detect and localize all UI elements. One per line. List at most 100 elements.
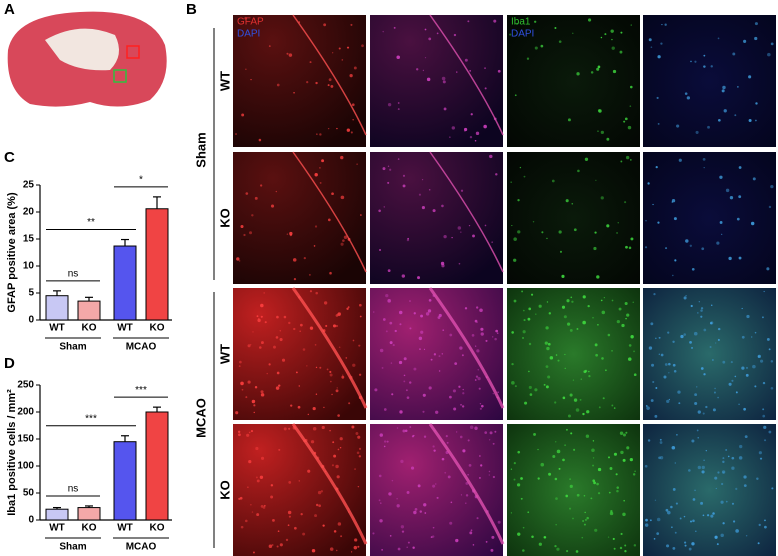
x-tick-label: KO [82, 323, 97, 334]
cell-signal [605, 369, 607, 372]
cell-signal [243, 233, 246, 237]
cell-signal [258, 138, 262, 142]
cell-signal [572, 379, 575, 381]
cell-signal [428, 188, 431, 191]
cell-signal [520, 477, 523, 480]
cell-signal [413, 367, 417, 371]
channel-label: GFAP [237, 17, 264, 28]
cell-signal [741, 335, 745, 339]
cell-signal [311, 548, 316, 553]
cell-signal [528, 385, 532, 389]
bar [77, 300, 101, 321]
cell-signal [392, 343, 395, 347]
bar [77, 507, 101, 521]
cell-signal [741, 366, 745, 370]
cell-signal [595, 353, 598, 357]
cell-signal [406, 238, 410, 242]
cell-signal [476, 321, 478, 323]
cell-signal [700, 315, 703, 318]
cell-signal [419, 348, 421, 351]
cell-signal [527, 317, 531, 321]
cell-signal [340, 242, 344, 246]
cell-signal [646, 406, 650, 410]
cell-signal [474, 426, 478, 430]
cell-signal [531, 293, 534, 296]
cell-signal [584, 157, 589, 161]
cell-signal [394, 329, 397, 333]
cell-signal [383, 445, 386, 448]
cell-signal [492, 475, 496, 479]
cell-signal [264, 321, 267, 324]
cell-signal [731, 379, 734, 382]
cell-signal [558, 467, 561, 470]
cell-signal [247, 380, 251, 384]
cell-signal [660, 353, 664, 357]
cell-signal [259, 346, 262, 349]
cell-signal [418, 336, 423, 341]
cell-signal [585, 434, 590, 438]
cell-signal [770, 360, 774, 363]
cell-signal [335, 389, 339, 393]
cell-signal [620, 450, 624, 455]
cell-signal [279, 543, 283, 547]
cell-signal [541, 231, 544, 234]
bar [145, 411, 169, 521]
cell-signal [758, 523, 761, 527]
cell-signal [307, 469, 311, 473]
cell-signal [710, 321, 714, 325]
cell-signal [608, 491, 611, 494]
cell-signal [566, 299, 570, 303]
cell-signal [336, 475, 340, 479]
cell-signal [396, 55, 401, 60]
cell-signal [730, 361, 733, 364]
cell-signal [701, 470, 705, 474]
cell-signal [244, 16, 247, 20]
cell-signal [477, 376, 481, 381]
cell-signal [302, 348, 306, 351]
cell-signal [616, 232, 618, 234]
cell-signal [672, 340, 675, 343]
cell-signal [315, 366, 318, 369]
cell-signal [702, 412, 705, 415]
cell-signal [475, 131, 480, 136]
cell-signal [734, 114, 737, 117]
cell-signal [563, 315, 567, 319]
cell-signal [356, 163, 358, 165]
cell-signal [346, 46, 350, 49]
cell-signal [626, 313, 630, 317]
cell-signal [743, 407, 746, 411]
cell-signal [656, 96, 659, 99]
pial-surface [429, 151, 504, 273]
cell-signal [537, 477, 540, 480]
cell-signal [299, 330, 301, 332]
cell-signal [438, 355, 441, 358]
cell-signal [763, 290, 765, 293]
cell-signal [674, 531, 677, 534]
cell-signal [398, 310, 403, 315]
cell-signal [714, 535, 718, 539]
cell-signal [626, 446, 630, 450]
cell-signal [472, 234, 475, 238]
cell-signal [298, 480, 300, 482]
cell-signal [625, 317, 627, 320]
cell-signal [624, 201, 627, 204]
cell-signal [356, 451, 360, 455]
cell-signal [266, 372, 268, 375]
cell-signal [675, 502, 678, 505]
cell-signal [423, 435, 427, 438]
cell-signal [268, 544, 273, 548]
cell-signal [770, 386, 774, 390]
cell-signal [358, 373, 362, 376]
cell-signal [391, 393, 394, 396]
cell-signal [462, 449, 466, 453]
cell-signal [756, 477, 759, 481]
cell-signal [340, 535, 343, 538]
cell-signal [623, 499, 625, 502]
cell-signal [461, 405, 465, 408]
cell-signal [710, 65, 713, 68]
cell-signal [691, 346, 693, 349]
y-tick-label: 10 [23, 261, 35, 272]
x-tick-label: WT [117, 323, 133, 334]
cell-signal [397, 158, 400, 160]
cell-signal [579, 398, 582, 401]
